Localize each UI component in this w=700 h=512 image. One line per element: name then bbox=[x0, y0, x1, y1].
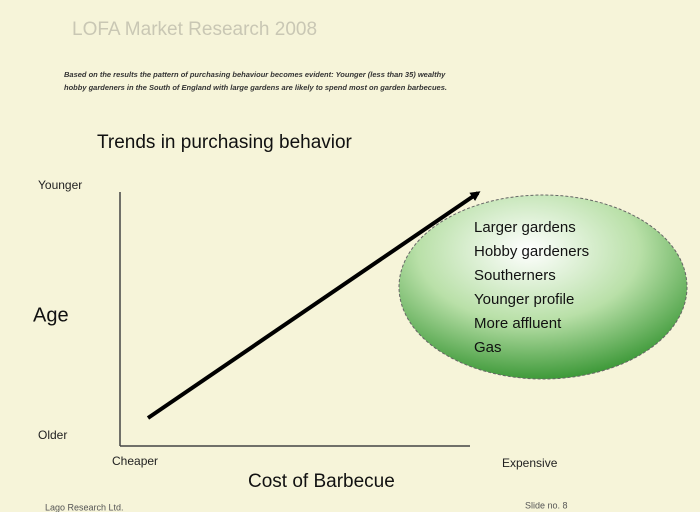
slide-title: LOFA Market Research 2008 bbox=[72, 19, 317, 40]
y-axis-bottom: Older bbox=[38, 428, 67, 442]
x-axis-label: Cost of Barbecue bbox=[248, 471, 395, 492]
profile-item: Larger gardens bbox=[474, 219, 576, 236]
y-axis-top: Younger bbox=[38, 178, 82, 192]
trend-arrow bbox=[146, 191, 481, 420]
profile-item: Hobby gardeners bbox=[474, 243, 589, 260]
summary-line: Based on the results the pattern of purc… bbox=[64, 70, 446, 79]
profile-item: Gas bbox=[474, 339, 502, 356]
diagram-title: Trends in purchasing behavior bbox=[97, 132, 353, 153]
footer-right: Slide no. 8 bbox=[525, 500, 568, 510]
profile-list: Larger gardens Hobby gardeners Southerners… bbox=[474, 219, 589, 356]
footer-left: Lago Research Ltd. bbox=[45, 502, 124, 512]
profile-item: More affluent bbox=[474, 315, 562, 332]
x-axis-left: Cheaper bbox=[112, 454, 158, 468]
y-axis-label: Age bbox=[33, 304, 69, 326]
profile-ellipse bbox=[398, 194, 688, 380]
summary-line: hobby gardeners in the South of England … bbox=[64, 83, 447, 92]
profile-item: Younger profile bbox=[474, 291, 574, 308]
profile-item: Southerners bbox=[474, 267, 556, 284]
x-axis-right: Expensive bbox=[502, 456, 558, 470]
